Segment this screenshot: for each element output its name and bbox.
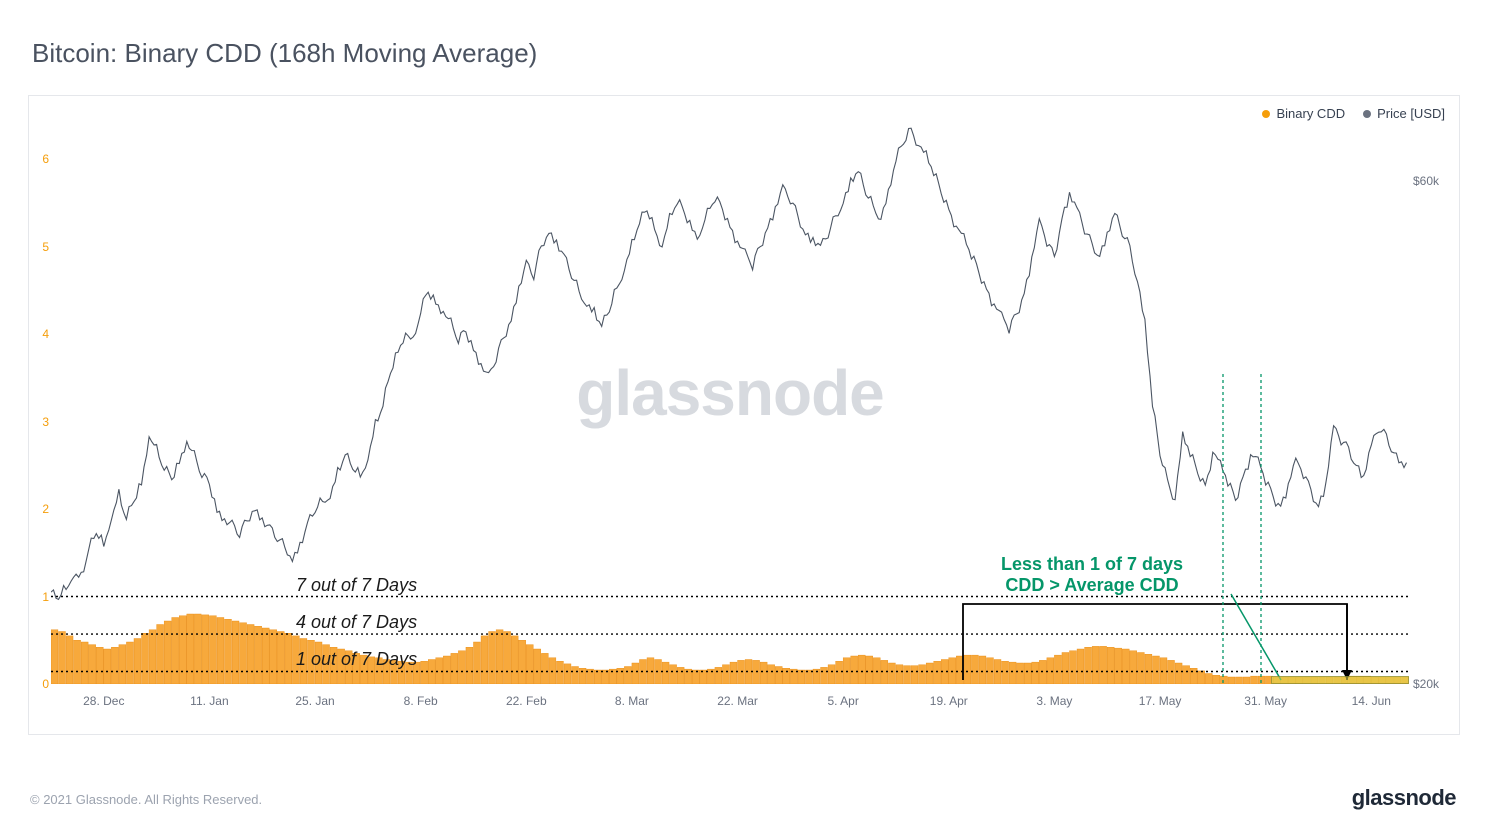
legend-dot-cdd — [1262, 110, 1270, 118]
x-tick: 22. Mar — [717, 694, 758, 708]
x-tick: 11. Jan — [190, 694, 228, 708]
green-annotation: Less than 1 of 7 days CDD > Average CDD — [1001, 554, 1183, 596]
threshold-label: 7 out of 7 Days — [296, 575, 417, 596]
legend-label-price: Price [USD] — [1377, 106, 1445, 121]
chart-frame: Binary CDD Price [USD] glassnode — [28, 95, 1460, 735]
y-left-tick: 5 — [31, 240, 49, 254]
y-right-tick: $20k — [1413, 677, 1439, 691]
y-left-tick: 3 — [31, 415, 49, 429]
legend-dot-price — [1363, 110, 1371, 118]
x-tick: 31. May — [1244, 694, 1287, 708]
x-tick: 19. Apr — [930, 694, 968, 708]
footer-logo: glassnode — [1352, 785, 1456, 811]
legend-item-cdd: Binary CDD — [1262, 106, 1345, 121]
threshold-label: 4 out of 7 Days — [296, 612, 417, 633]
x-tick: 8. Mar — [615, 694, 649, 708]
legend: Binary CDD Price [USD] — [1262, 106, 1445, 121]
x-tick: 3. May — [1036, 694, 1072, 708]
green-annotation-line2: CDD > Average CDD — [1001, 575, 1183, 596]
y-left-tick: 6 — [31, 152, 49, 166]
green-connector — [1231, 594, 1281, 680]
cdd-bar-series — [51, 614, 1408, 684]
x-tick: 14. Jun — [1352, 694, 1391, 708]
y-right-tick: $60k — [1413, 174, 1439, 188]
x-tick: 28. Dec — [83, 694, 124, 708]
plot-area: glassnode 0123456 $20k$60k 28. Dec11. — [51, 124, 1409, 684]
threshold-label: 1 out of 7 Days — [296, 649, 417, 670]
price-line — [51, 128, 1407, 599]
legend-item-price: Price [USD] — [1363, 106, 1445, 121]
y-left-tick: 2 — [31, 502, 49, 516]
legend-label-cdd: Binary CDD — [1276, 106, 1345, 121]
x-tick: 8. Feb — [404, 694, 438, 708]
y-left-tick: 4 — [31, 327, 49, 341]
x-tick: 5. Apr — [827, 694, 858, 708]
x-tick: 17. May — [1139, 694, 1182, 708]
chart-svg — [51, 124, 1409, 684]
y-left-tick: 0 — [31, 677, 49, 691]
x-tick: 22. Feb — [506, 694, 547, 708]
green-annotation-line1: Less than 1 of 7 days — [1001, 554, 1183, 575]
chart-title: Bitcoin: Binary CDD (168h Moving Average… — [32, 38, 537, 69]
highlight-region — [1271, 676, 1409, 684]
x-tick: 25. Jan — [295, 694, 334, 708]
footer-copyright: © 2021 Glassnode. All Rights Reserved. — [30, 792, 262, 807]
y-left-tick: 1 — [31, 590, 49, 604]
